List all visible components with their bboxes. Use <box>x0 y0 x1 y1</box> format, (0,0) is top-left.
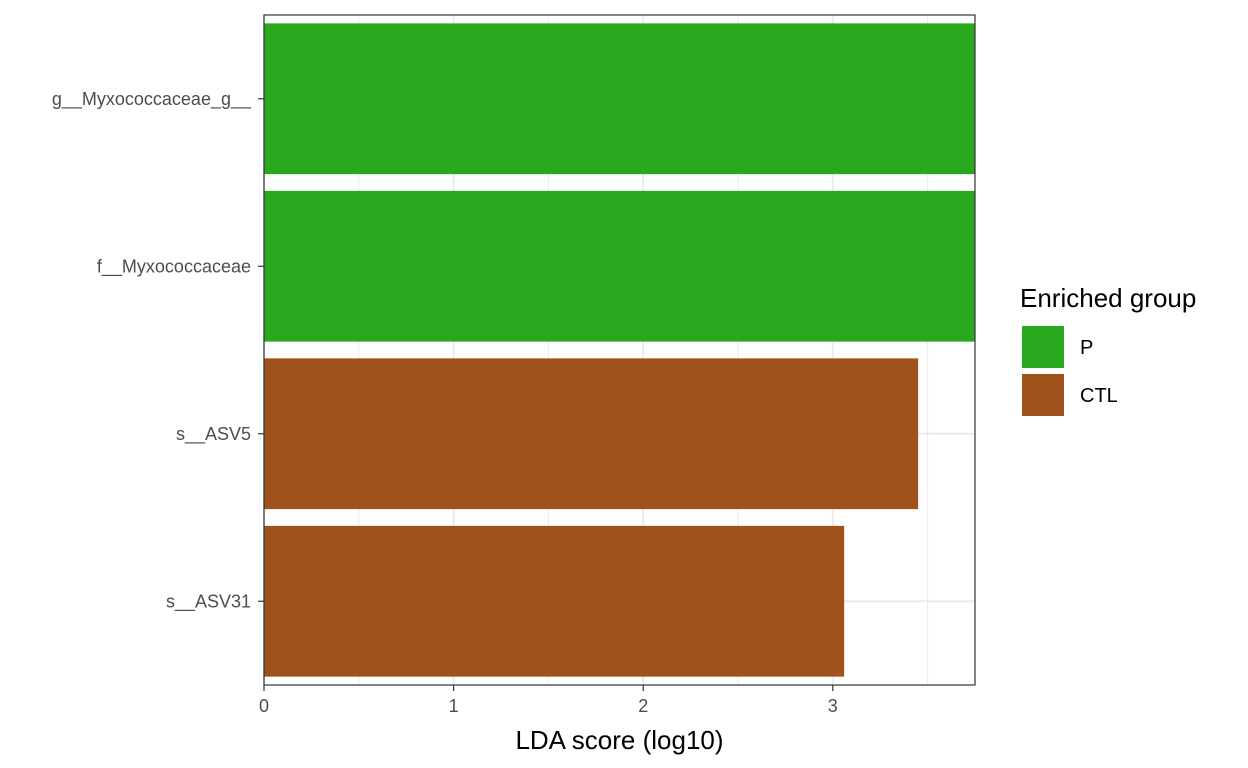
y-tick-label: f__Myxococcaceae <box>97 256 251 277</box>
y-axis: g__Myxococcaceae_g__ f__Myxococcaceae s__A… <box>52 89 264 612</box>
x-tick-label: 1 <box>449 696 459 716</box>
y-tick-label: g__Myxococcaceae_g__ <box>52 89 252 110</box>
y-tick-label: s__ASV5 <box>176 424 251 445</box>
x-tick-label: 0 <box>259 696 269 716</box>
legend-key <box>1022 374 1064 416</box>
legend: Enriched group P CTL <box>1020 283 1196 416</box>
x-tick-label: 2 <box>638 696 648 716</box>
x-axis: 0 1 2 3 <box>259 685 838 716</box>
legend-title: Enriched group <box>1020 283 1196 313</box>
legend-label: CTL <box>1080 385 1118 407</box>
bars <box>264 23 975 677</box>
legend-label: P <box>1080 337 1093 359</box>
panel-border <box>263 14 976 686</box>
x-tick-label: 3 <box>828 696 838 716</box>
bar <box>264 358 919 510</box>
bar <box>264 23 975 175</box>
x-axis-title: LDA score (log10) <box>515 725 723 755</box>
bar <box>264 190 975 342</box>
y-tick-label: s__ASV31 <box>166 591 251 612</box>
legend-key <box>1022 326 1064 368</box>
bar <box>264 525 845 677</box>
